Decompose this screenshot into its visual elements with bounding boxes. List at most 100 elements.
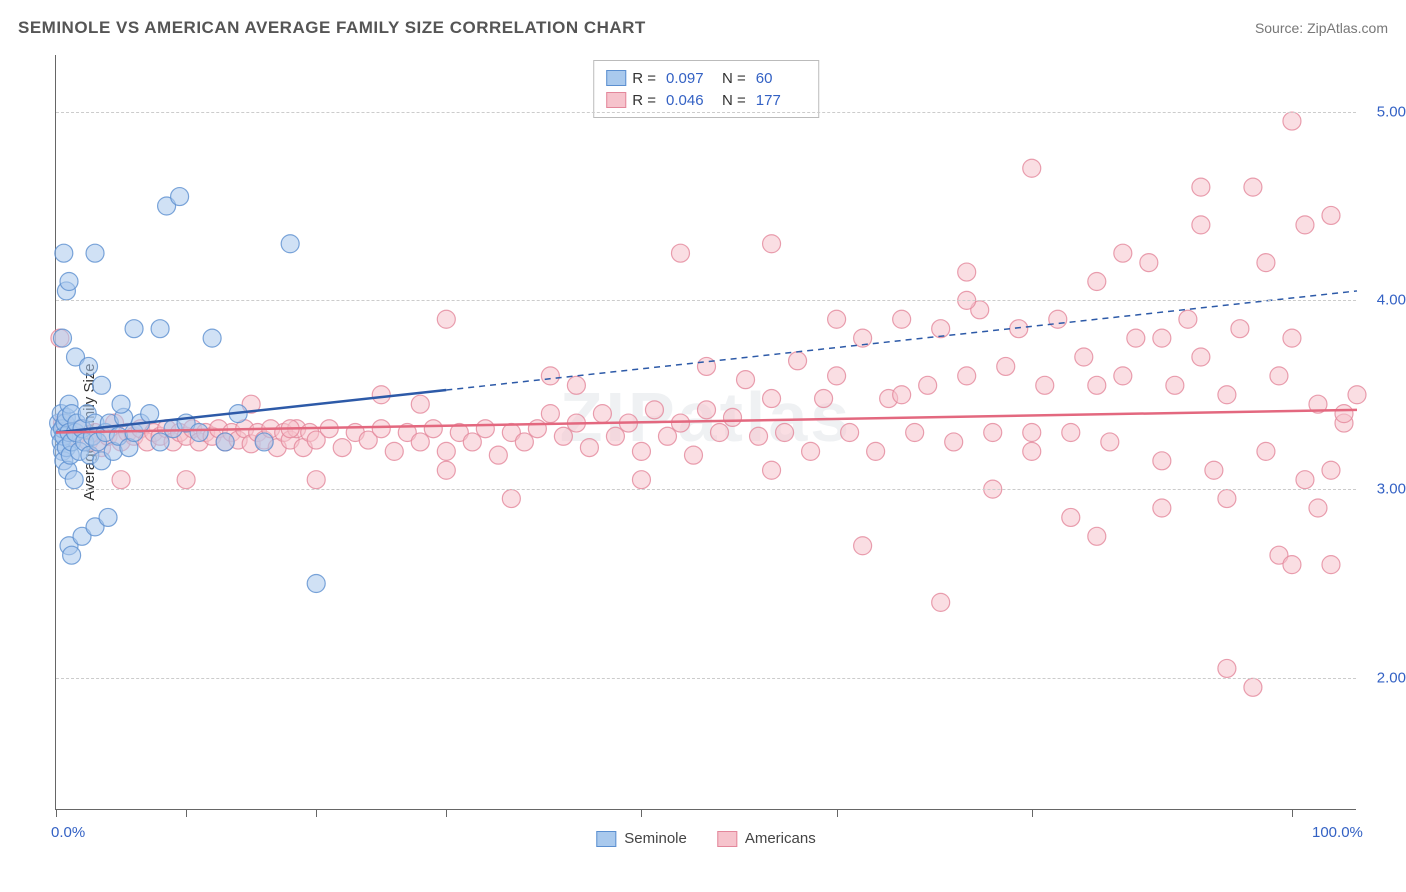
data-point [1322,206,1340,224]
data-point [1348,386,1366,404]
data-point [776,424,794,442]
data-point [554,427,572,445]
data-point [658,427,676,445]
data-point [1335,405,1353,423]
data-point [1179,310,1197,328]
x-tick [446,809,447,817]
data-point [541,367,559,385]
correlation-legend: R =0.097N =60R =0.046N =177 [593,60,819,118]
data-point [1257,254,1275,272]
legend-series-label: Seminole [624,830,687,847]
data-point [906,424,924,442]
data-point [1283,112,1301,130]
data-point [698,357,716,375]
x-tick [186,809,187,817]
data-point [1270,367,1288,385]
data-point [86,244,104,262]
data-point [93,376,111,394]
x-tick-label: 0.0% [51,824,85,841]
chart-area: ZIPatlas Average Family Size R =0.097N =… [55,55,1356,810]
data-point [255,433,273,451]
legend-item: Seminole [596,830,687,847]
data-point [171,188,189,206]
data-point [1114,244,1132,262]
gridline-h [56,489,1356,490]
data-point [984,424,1002,442]
data-point [65,471,83,489]
trend-line-extrapolated [446,291,1357,390]
data-point [1257,442,1275,460]
legend-r-value: 0.046 [666,92,716,109]
legend-n-value: 60 [756,70,806,87]
data-point [997,357,1015,375]
data-point [841,424,859,442]
data-point [958,367,976,385]
data-point [190,424,208,442]
data-point [1296,471,1314,489]
data-point [828,310,846,328]
data-point [372,420,390,438]
data-point [893,386,911,404]
y-tick-label: 5.00 [1377,103,1406,120]
data-point [216,433,234,451]
data-point [99,508,117,526]
data-point [60,273,78,291]
data-point [932,593,950,611]
data-point [80,357,98,375]
data-point [932,320,950,338]
data-point [1166,376,1184,394]
data-point [112,471,130,489]
gridline-h [56,112,1356,113]
data-point [411,433,429,451]
x-tick [1032,809,1033,817]
data-point [763,235,781,253]
data-point [893,310,911,328]
legend-n-value: 177 [756,92,806,109]
data-point [437,310,455,328]
legend-swatch [606,92,626,108]
data-point [372,386,390,404]
data-point [1192,348,1210,366]
data-point [632,442,650,460]
y-tick-label: 2.00 [1377,669,1406,686]
data-point [54,329,72,347]
data-point [737,371,755,389]
data-point [1114,367,1132,385]
x-tick [56,809,57,817]
data-point [411,395,429,413]
data-point [1322,556,1340,574]
data-point [112,395,130,413]
x-tick [316,809,317,817]
data-point [632,471,650,489]
gridline-h [56,678,1356,679]
data-point [1283,556,1301,574]
data-point [958,263,976,281]
data-point [1218,386,1236,404]
data-point [1153,329,1171,347]
data-point [867,442,885,460]
data-point [919,376,937,394]
data-point [645,401,663,419]
legend-swatch [596,831,616,847]
x-tick [1292,809,1293,817]
data-point [854,537,872,555]
data-point [750,427,768,445]
data-point [141,405,159,423]
data-point [437,442,455,460]
data-point [671,414,689,432]
data-point [1309,499,1327,517]
data-point [1244,678,1262,696]
data-point [125,320,143,338]
data-point [1023,442,1041,460]
data-point [1062,424,1080,442]
data-point [489,446,507,464]
data-point [802,442,820,460]
data-point [502,490,520,508]
data-point [476,420,494,438]
data-point [63,546,81,564]
y-tick-label: 4.00 [1377,292,1406,309]
data-point [828,367,846,385]
data-point [945,433,963,451]
data-point [1153,499,1171,517]
data-point [1101,433,1119,451]
